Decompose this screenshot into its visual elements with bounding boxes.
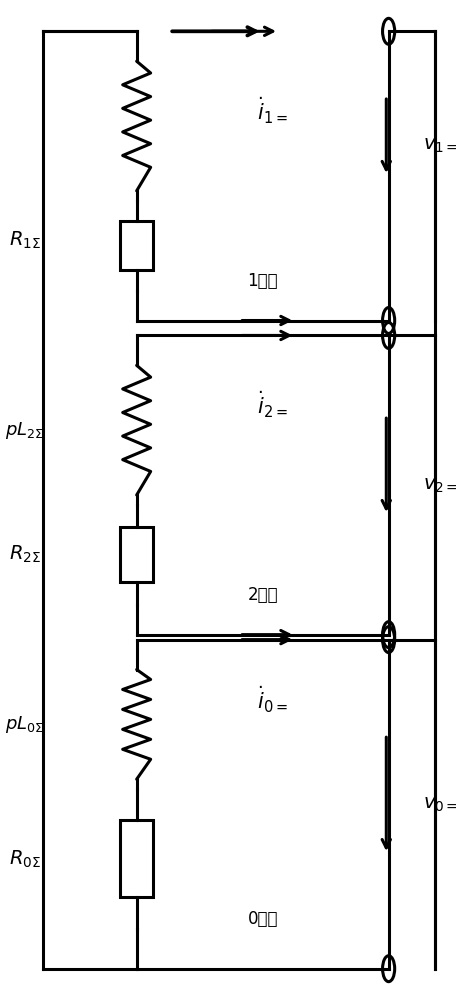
Text: $R_{0\Sigma}$: $R_{0\Sigma}$ — [9, 848, 41, 870]
Text: $R_{2\Sigma}$: $R_{2\Sigma}$ — [9, 544, 41, 565]
Text: $\dot{i}_{0=}$: $\dot{i}_{0=}$ — [256, 684, 287, 715]
Text: $\dot{i}_{1=}$: $\dot{i}_{1=}$ — [256, 96, 287, 126]
Text: 1序网: 1序网 — [247, 272, 278, 290]
Text: $v_{1=}$: $v_{1=}$ — [422, 136, 457, 155]
Text: $v_{2=}$: $v_{2=}$ — [422, 476, 457, 495]
Text: $pL_{2\Sigma}$: $pL_{2\Sigma}$ — [5, 420, 44, 441]
Text: $\dot{i}_{2=}$: $\dot{i}_{2=}$ — [256, 390, 287, 420]
FancyBboxPatch shape — [120, 527, 153, 582]
Text: $v_{0=}$: $v_{0=}$ — [422, 795, 457, 814]
Text: 2序网: 2序网 — [247, 586, 278, 604]
FancyBboxPatch shape — [120, 820, 153, 897]
Text: 0序网: 0序网 — [247, 910, 278, 928]
Text: $pL_{0\Sigma}$: $pL_{0\Sigma}$ — [5, 714, 44, 735]
FancyBboxPatch shape — [120, 221, 153, 270]
Text: $R_{1\Sigma}$: $R_{1\Sigma}$ — [9, 230, 41, 251]
